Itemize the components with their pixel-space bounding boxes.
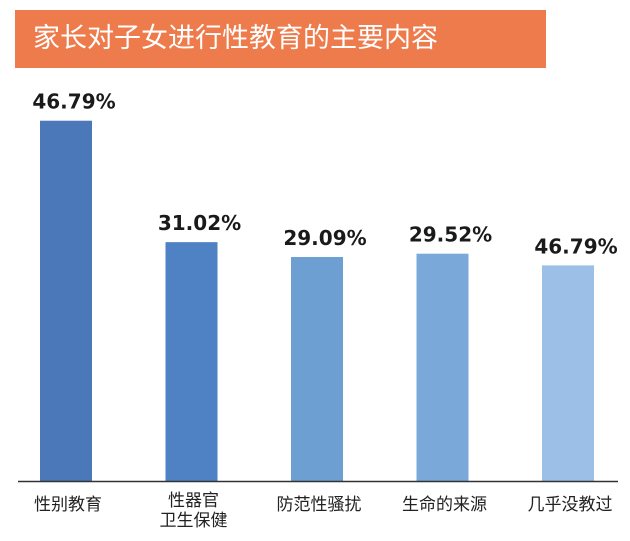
value-label-2: 31.02% [158,211,241,235]
value-label-5: 46.79% [534,234,617,258]
bar-3 [291,257,343,481]
category-label-2-line-1: 性器官 [168,491,219,511]
category-label-5: 几乎没教过 [528,495,613,515]
bar-5 [542,265,594,481]
bar-1 [40,120,92,481]
category-label-4: 生命的来源 [402,495,487,515]
value-label-4: 29.52% [409,223,492,247]
category-label-2-line-2: 卫生保健 [160,511,228,531]
bar-2 [165,242,218,481]
bar-4 [416,253,469,481]
chart-title: 家长对子女进行性教育的主要内容 [33,23,438,54]
category-label-1: 性别教育 [34,495,102,515]
chart-title-bar: 家长对子女进行性教育的主要内容 [15,10,546,68]
value-label-1: 46.79% [32,90,115,114]
category-label-3: 防范性骚扰 [277,495,362,515]
value-label-3: 29.09% [283,226,366,250]
